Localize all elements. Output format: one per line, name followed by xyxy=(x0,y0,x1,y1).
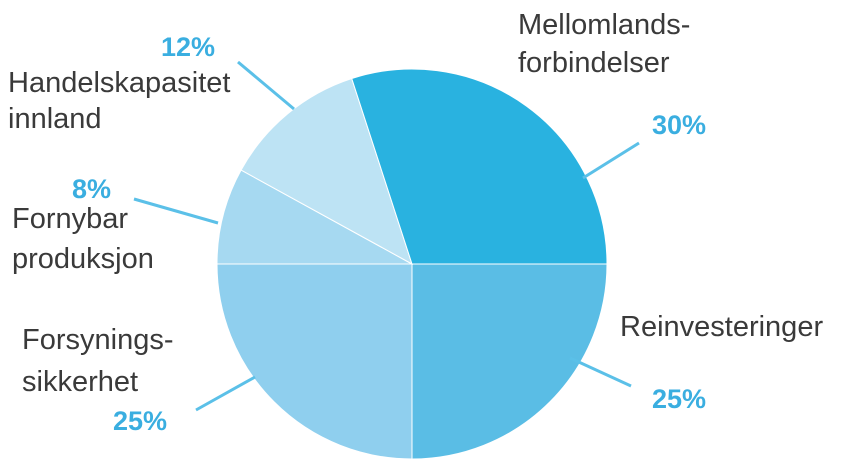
slice-category-label: Reinvesteringer xyxy=(620,311,823,343)
leader-line xyxy=(133,197,219,225)
leader-line xyxy=(569,356,632,388)
pie-slices xyxy=(216,68,608,460)
pie-slice xyxy=(216,263,413,460)
leader-line xyxy=(195,375,256,412)
slice-category-label: Forsynings- xyxy=(22,324,174,356)
slice-percent-label: 25% xyxy=(113,406,167,436)
pie-slice xyxy=(351,68,608,265)
slice-category-label: sikkerhet xyxy=(22,366,138,398)
slice-labels: Mellomlands-forbindelser 30% Reinvestering… xyxy=(8,9,823,436)
pie-slice xyxy=(240,77,413,266)
slice-percent-label: 30% xyxy=(652,110,706,140)
slice-percent-label: 25% xyxy=(652,384,706,414)
leader-lines xyxy=(133,60,640,412)
slice-category-label: forbindelser xyxy=(518,47,670,79)
leader-line xyxy=(582,141,640,180)
pie-slice xyxy=(216,169,413,265)
slice-category-label: Mellomlands- xyxy=(518,9,690,41)
slice-percent-label: 12% xyxy=(161,32,215,62)
slice-percent-label: 8% xyxy=(72,174,111,204)
slice-category-label: innland xyxy=(8,103,102,135)
pie-slice xyxy=(411,263,608,460)
slice-category-label: Handelskapasitet xyxy=(8,67,230,99)
slice-category-label: produksjon xyxy=(12,243,154,275)
leader-line xyxy=(237,60,295,111)
slice-category-label: Fornybar xyxy=(12,203,128,235)
